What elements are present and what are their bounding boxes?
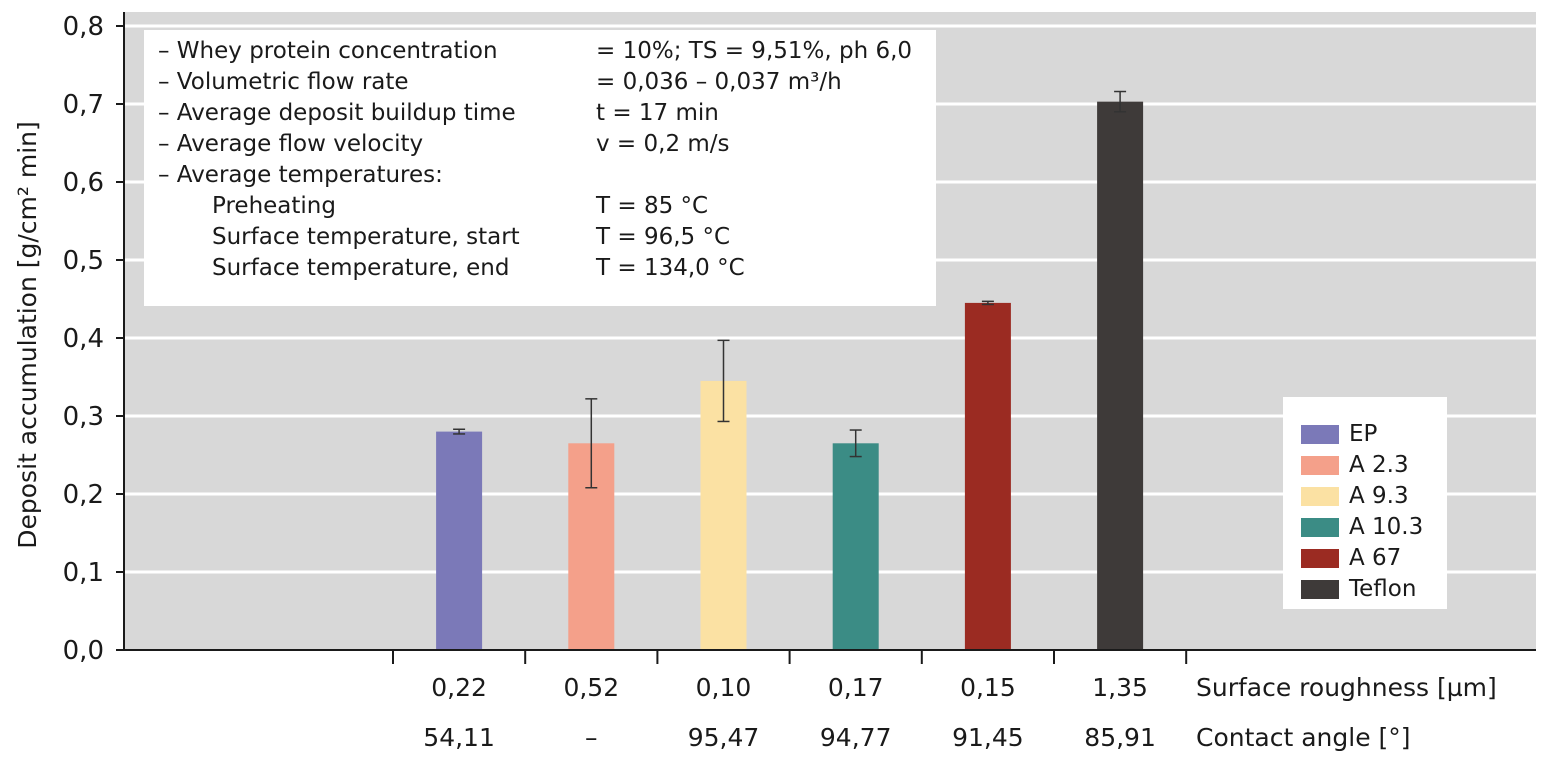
y-tick-label: 0,5 [63,246,104,276]
legend-item: A 9.3 [1301,483,1409,509]
row-value: 0,52 [563,673,619,702]
row-value: 0,22 [431,673,487,702]
legend-swatch [1301,424,1339,444]
y-tick-label: 0,8 [63,12,104,42]
legend-label: Teflon [1349,576,1417,602]
y-tick-label: 0,6 [63,168,104,198]
condition-value: v = 0,2 m/s [596,131,730,157]
y-axis-label: Deposit accumulation [g/cm² min] [13,121,42,548]
condition-key: Surface temperature, start [212,224,520,250]
bars [436,101,1144,650]
row-value: 95,47 [688,723,760,752]
bar [436,431,483,650]
condition-value: T = 134,0 °C [596,255,745,281]
bottom-rows: 0,22 0,52 0,10 0,17 0,15 1,35 Surface roughnes… [423,673,1496,752]
condition-value: t = 17 min [596,100,719,126]
condition-row: Preheating T = 85 °C [158,191,928,222]
legend-label: A 10.3 [1349,514,1424,540]
row-value: – [585,723,598,752]
condition-key: – Average temperatures: [158,162,443,188]
y-tick-labels: 0,0 0,1 0,2 0,3 0,4 0,5 0,6 0,7 0,8 [63,12,124,666]
legend-item: EP [1301,421,1377,447]
legend-label: EP [1349,421,1378,447]
row-value: 54,11 [423,723,495,752]
row-value: 0,10 [696,673,752,702]
row-label: Surface roughness [µm] [1196,673,1497,702]
condition-key: Preheating [212,193,336,219]
bar [1097,101,1144,650]
condition-row: – Average deposit buildup time t = 17 min [158,98,928,129]
condition-value: T = 85 °C [596,193,709,219]
legend-swatch [1301,517,1339,537]
legend-label: A 67 [1349,545,1402,571]
condition-row: – Volumetric flow rate = 0,036 – 0,037 m³… [158,67,928,98]
row-value: 85,91 [1084,723,1156,752]
x-tick-marks [392,650,1188,664]
legend-swatch [1301,548,1339,568]
legend: EP A 2.3 A 9.3 A 10.3 A 67 Teflon [1283,397,1447,609]
legend-swatch [1301,579,1339,599]
condition-row: Surface temperature, end T = 134,0 °C [158,253,928,284]
legend-item: A 10.3 [1301,514,1423,540]
legend-label: A 2.3 [1349,452,1409,478]
condition-row: – Whey protein concentration = 10%; TS = … [158,36,928,67]
y-tick-label: 0,3 [63,402,104,432]
experiment-conditions-box: – Whey protein concentration = 10%; TS = … [144,30,936,306]
condition-row: Surface temperature, start T = 96,5 °C [158,222,928,253]
row-value: 0,17 [828,673,884,702]
legend-item: Teflon [1301,576,1416,602]
y-tick-label: 0,2 [63,480,104,510]
condition-key: – Average flow velocity [158,131,424,157]
condition-key: – Volumetric flow rate [158,69,409,95]
condition-row: – Average temperatures: [158,160,928,191]
legend-label: A 9.3 [1349,483,1409,509]
y-tick-label: 0,0 [63,636,104,666]
error-bars [453,90,1127,489]
legend-swatch [1301,486,1339,506]
y-tick-label: 0,1 [63,558,104,588]
condition-key: Surface temperature, end [212,255,510,281]
legend-item: A 67 [1301,545,1401,571]
y-tick-label: 0,7 [63,90,104,120]
row-value: 1,35 [1092,673,1148,702]
bar [832,443,879,650]
row-label: Contact angle [°] [1196,723,1411,752]
row-value: 94,77 [820,723,892,752]
legend-item: A 2.3 [1301,452,1409,478]
row-value: 0,15 [960,673,1016,702]
condition-row: – Average flow velocity v = 0,2 m/s [158,129,928,160]
bar [964,302,1011,650]
condition-key: – Whey protein concentration [158,38,498,64]
y-tick-label: 0,4 [63,324,104,354]
bar [700,380,747,650]
condition-value: T = 96,5 °C [596,224,731,250]
condition-value: = 10%; TS = 9,51%, ph 6,0 [596,38,913,64]
row-value: 91,45 [952,723,1024,752]
legend-swatch [1301,455,1339,475]
condition-key: – Average deposit buildup time [158,100,516,126]
condition-value: = 0,036 – 0,037 m³/h [596,69,842,95]
